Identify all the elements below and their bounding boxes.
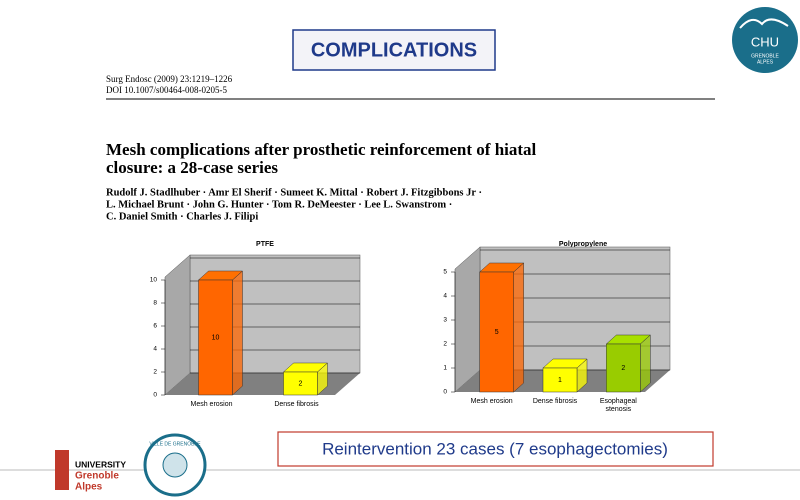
value-label: 2	[299, 380, 303, 387]
bar	[606, 343, 641, 393]
value-label: 5	[495, 329, 499, 336]
side-wall	[454, 246, 481, 393]
y-tick-label: 0	[153, 392, 157, 399]
chart-title: PTFE	[256, 241, 274, 248]
university-logo-mark	[55, 450, 69, 490]
chu-logo-mark	[739, 18, 789, 29]
authors: L. Michael Brunt · John G. Hunter · Tom …	[106, 199, 452, 210]
chu-logo-sub: ALPES	[757, 59, 774, 65]
bar-side	[640, 334, 651, 393]
city-logo-text: VILLE DE GRENOBLE	[149, 441, 201, 447]
value-label: 10	[212, 334, 220, 341]
chart-title: Polypropylene	[559, 241, 607, 248]
university-logo: Alpes	[75, 482, 103, 493]
chu-logo	[732, 7, 798, 73]
y-tick-label: 3	[443, 317, 447, 324]
bar	[542, 367, 578, 393]
authors: C. Daniel Smith · Charles J. Filipi	[106, 211, 258, 222]
bar-side	[232, 270, 243, 396]
bar	[283, 371, 318, 396]
chu-logo-text: CHU	[751, 34, 779, 49]
footer-text: Reintervention 23 cases (7 esophagectomi…	[322, 439, 668, 458]
chu-logo-sub: GRENOBLE	[751, 53, 779, 59]
slide-title: COMPLICATIONS	[311, 39, 477, 61]
y-tick-label: 4	[443, 293, 447, 300]
y-tick-label: 1	[443, 365, 447, 372]
y-tick-label: 4	[153, 346, 157, 353]
doi: DOI 10.1007/s00464-008-0205-5	[106, 85, 227, 95]
value-label: 1	[558, 377, 562, 384]
bar	[479, 271, 514, 393]
x-tick-label: Mesh erosion	[470, 398, 513, 405]
y-tick-label: 2	[443, 341, 447, 348]
x-tick-label: Mesh erosion	[190, 401, 233, 408]
y-tick-label: 2	[153, 369, 157, 376]
bar	[198, 279, 233, 396]
citation: Surg Endosc (2009) 23:1219–1226	[106, 74, 233, 84]
y-tick-label: 10	[150, 277, 158, 284]
side-wall	[164, 254, 191, 396]
bar-side	[513, 262, 524, 393]
city-logo-mark	[162, 452, 188, 478]
paper-title: closure: a 28-case series	[106, 158, 278, 177]
paper-title: Mesh complications after prosthetic rein…	[106, 140, 537, 159]
y-tick-label: 5	[443, 269, 447, 276]
y-tick-label: 6	[153, 323, 157, 330]
y-tick-label: 0	[443, 389, 447, 396]
x-tick-label: Esophageal stenosis	[599, 398, 637, 413]
x-tick-label: Dense fibrosis	[532, 398, 578, 405]
footer-box	[277, 431, 714, 467]
title-box	[292, 29, 496, 71]
authors: Rudolf J. Stadlhuber · Amr El Sherif · S…	[106, 187, 482, 198]
university-logo: UNIVERSITY	[75, 459, 126, 469]
university-logo: Grenoble	[75, 471, 119, 482]
floor	[165, 373, 360, 395]
y-tick-label: 8	[153, 300, 157, 307]
value-label: 2	[621, 365, 625, 372]
x-tick-label: Dense fibrosis	[274, 401, 319, 408]
